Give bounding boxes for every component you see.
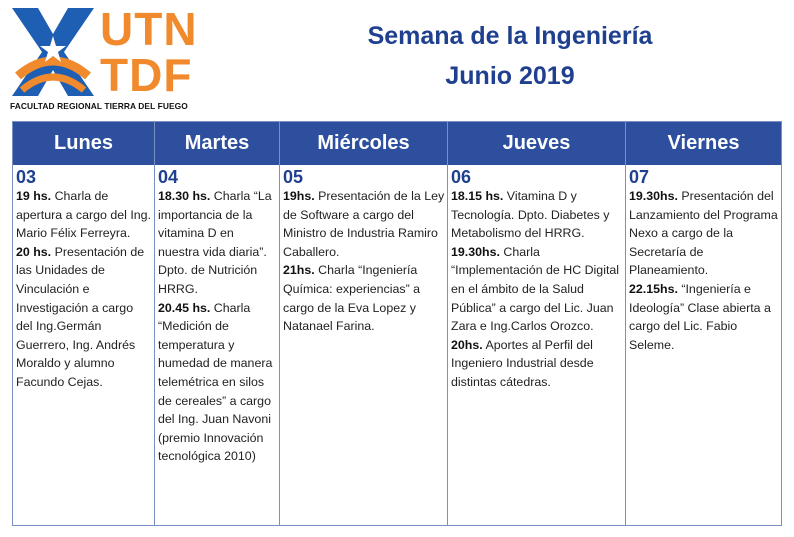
utn-tdf-logo: UTN TDF FACULTAD REGIONAL TIERRA DEL FUE…: [8, 6, 223, 114]
day-column-miercoles: Miércoles 05 19hs. Presentación de la Le…: [280, 122, 448, 525]
logo-faculty-text: FACULTAD REGIONAL TIERRA DEL FUEGO: [10, 101, 188, 111]
schedule-entry: 20 hs. Presentación de las Unidades de V…: [16, 243, 152, 392]
entry-time: 20.45 hs.: [158, 300, 211, 315]
entry-time: 18.30 hs.: [158, 189, 211, 203]
schedule-entry: 21hs. Charla “Ingeniería Química: experi…: [283, 261, 445, 335]
entry-text: Charla “Implementación de HC Digital en …: [451, 244, 620, 334]
entry-time: 20 hs.: [16, 244, 52, 259]
entry-text: Presentación de la Ley de Software a car…: [283, 189, 445, 259]
day-column-lunes: Lunes 03 19 hs. Charla de apertura a car…: [13, 122, 155, 525]
schedule-entry: 19.30hs. Presentación del Lanzamiento de…: [629, 187, 779, 280]
day-number: 04: [158, 167, 179, 187]
day-header: Martes: [155, 122, 279, 165]
entry-text: Charla “La importancia de la vitamina D …: [158, 189, 272, 296]
entry-time: 19 hs.: [16, 189, 52, 203]
entry-time: 19.30hs.: [451, 244, 500, 259]
day-number: 07: [629, 167, 650, 187]
entry-time: 21hs.: [283, 263, 315, 278]
page-title: Semana de la Ingeniería: [367, 22, 653, 50]
entry-text: Presentación de las Unidades de Vinculac…: [16, 244, 145, 389]
entry-time: 18.15 hs.: [451, 189, 504, 203]
schedule-entry: 18.30 hs. Charla “La importancia de la v…: [158, 187, 277, 299]
entry-text: Aportes al Perfil del Ingeniero Industri…: [451, 337, 594, 389]
day-number: 06: [451, 167, 472, 187]
day-column-martes: Martes 04 18.30 hs. Charla “La importanc…: [155, 122, 280, 525]
entry-time: 19hs.: [283, 189, 315, 203]
day-header: Miércoles: [280, 122, 447, 165]
day-header: Viernes: [626, 122, 781, 165]
page-subtitle: Junio 2019: [445, 62, 575, 90]
day-number: 03: [16, 167, 37, 187]
weekly-schedule-table: Lunes 03 19 hs. Charla de apertura a car…: [12, 121, 782, 526]
schedule-entry: 18.15 hs. Vitamina D y Tecnología. Dpto.…: [451, 187, 623, 243]
day-header: Lunes: [13, 122, 154, 165]
entry-text: Vitamina D y Tecnología. Dpto. Diabetes …: [451, 189, 610, 241]
entry-time: 19.30hs.: [629, 189, 678, 203]
entry-time: 20hs.: [451, 337, 483, 352]
logo-tdf-text: TDF: [100, 49, 193, 101]
entry-text: Charla “Medición de temperatura y humeda…: [158, 300, 273, 464]
schedule-entry: 20.45 hs. Charla “Medición de temperatur…: [158, 299, 277, 466]
schedule-entry: 20hs. Aportes al Perfil del Ingeniero In…: [451, 336, 623, 392]
utn-emblem-icon: [12, 8, 94, 96]
entry-text: Charla de apertura a cargo del Ing. Mari…: [16, 189, 152, 241]
logo-utn-text: UTN: [100, 3, 198, 55]
day-header: Jueves: [448, 122, 625, 165]
schedule-entry: 19.30hs. Charla “Implementación de HC Di…: [451, 243, 623, 336]
schedule-entry: 19hs. Presentación de la Ley de Software…: [283, 187, 445, 261]
schedule-entry: 22.15hs. “Ingeniería e Ideología” Clase …: [629, 280, 779, 354]
entry-text: Presentación del Lanzamiento del Program…: [629, 189, 778, 278]
entry-text: Charla “Ingeniería Química: experiencias…: [283, 263, 421, 334]
schedule-entry: 19 hs. Charla de apertura a cargo del In…: [16, 187, 152, 243]
day-number: 05: [283, 167, 304, 187]
day-column-viernes: Viernes 07 19.30hs. Presentación del Lan…: [626, 122, 781, 525]
entry-time: 22.15hs.: [629, 281, 678, 296]
day-column-jueves: Jueves 06 18.15 hs. Vitamina D y Tecnolo…: [448, 122, 626, 525]
entry-text: “Ingeniería e Ideología” Clase abierta a…: [629, 281, 771, 352]
